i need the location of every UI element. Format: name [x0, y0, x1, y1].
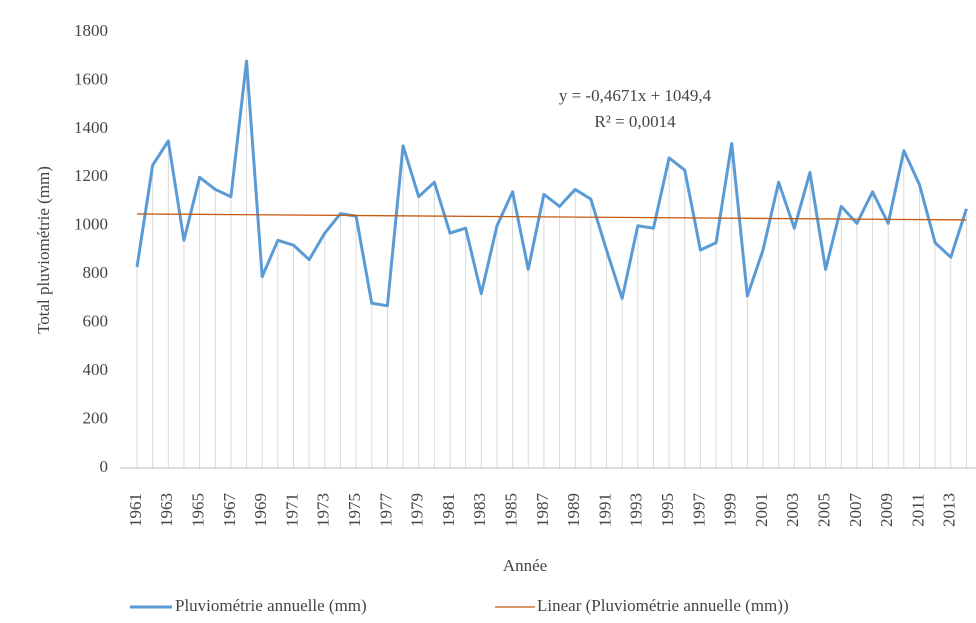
x-tick-label: 2013 [940, 493, 959, 527]
trend-line [136, 213, 967, 221]
x-tick-label: 2011 [908, 493, 927, 526]
x-tick-label: 2005 [815, 493, 834, 527]
x-tick-label: 1993 [627, 493, 646, 527]
x-tick-label: 1973 [314, 493, 333, 527]
x-axis-title: Année [503, 556, 547, 575]
trend-equation: y = -0,4671x + 1049,4 [559, 86, 712, 105]
x-tick-label: 2007 [846, 493, 865, 528]
x-tick-label: 1995 [658, 493, 677, 527]
x-tick-label: 1971 [282, 493, 301, 527]
data-line [135, 59, 968, 308]
x-tick-label: 1983 [470, 493, 489, 527]
x-tick-label: 1985 [502, 493, 521, 527]
x-tick-label: 2001 [752, 493, 771, 527]
x-tick-label: 1997 [689, 493, 708, 528]
x-tick-label: 1967 [220, 493, 239, 528]
y-tick-label: 200 [83, 408, 109, 427]
trend-r2: R² = 0,0014 [594, 112, 676, 131]
y-tick-label: 800 [83, 263, 109, 282]
y-tick-label: 1600 [74, 69, 108, 88]
x-tick-label: 1979 [408, 493, 427, 527]
y-tick-label: 1200 [74, 166, 108, 185]
x-tick-label: 1999 [721, 493, 740, 527]
legend-label: Linear (Pluviométrie annuelle (mm)) [537, 596, 789, 615]
y-tick-label: 1800 [74, 21, 108, 40]
y-tick-label: 600 [83, 312, 109, 331]
x-tick-label: 1961 [126, 493, 145, 527]
x-tick-label: 1977 [376, 493, 395, 528]
y-tick-label: 400 [83, 360, 109, 379]
x-tick-label: 1981 [439, 493, 458, 527]
x-tick-label: 1987 [533, 493, 552, 528]
x-tick-label: 2009 [877, 493, 896, 527]
x-tick-label: 1965 [189, 493, 208, 527]
y-tick-label: 1400 [74, 118, 108, 137]
y-tick-label: 0 [100, 457, 109, 476]
x-tick-label: 1991 [595, 493, 614, 527]
y-tick-label: 1000 [74, 215, 108, 234]
y-axis-title: Total pluviométrie (mm) [34, 166, 53, 334]
x-tick-label: 1963 [157, 493, 176, 527]
legend-label: Pluviométrie annuelle (mm) [175, 596, 367, 615]
x-tick-label: 2003 [783, 493, 802, 527]
x-tick-label: 1975 [345, 493, 364, 527]
x-tick-label: 1969 [251, 493, 270, 527]
x-tick-label: 1989 [564, 493, 583, 527]
